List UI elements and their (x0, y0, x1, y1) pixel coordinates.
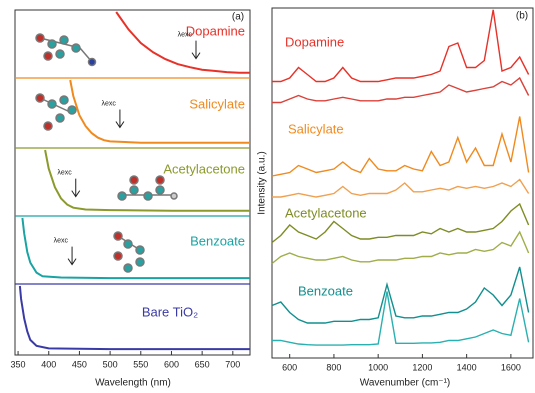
panel-a-title: (a) (232, 12, 244, 23)
series-label: Bare TiO₂ (142, 304, 198, 319)
molecule-icons (36, 34, 177, 272)
series-label: Acetylacetone (163, 161, 245, 176)
series-label: Benzoate (298, 283, 353, 298)
x-tick-label: 600 (164, 359, 179, 369)
excitation-label: λexc (178, 31, 193, 38)
x-tick-label: 400 (41, 359, 56, 369)
raman-spectrum (272, 180, 529, 198)
x-tick-label: 350 (11, 359, 26, 369)
excitation-label: λexc (57, 169, 72, 176)
x-axis-label: Wavenumber (cm⁻¹) (360, 378, 450, 389)
panel-b-title: (b) (516, 11, 528, 22)
x-tick-label: 550 (133, 359, 148, 369)
excitation-arrow (116, 110, 124, 128)
x-tick-label: 800 (326, 362, 341, 372)
series-label: Dopamine (285, 34, 344, 49)
figure: (a) (b) Wavelength (nm) Wavenumber (cm⁻¹… (0, 0, 535, 393)
absorption-curve (116, 12, 250, 73)
raman-spectrum (272, 292, 529, 346)
series-label: Salicylate (189, 96, 245, 111)
excitation-label: λexc (102, 100, 117, 107)
x-tick-label: 700 (225, 359, 240, 369)
y-axis-label: Intensity (a.u.) (257, 151, 268, 214)
x-tick-label: 1600 (501, 362, 521, 372)
excitation-arrow (72, 179, 80, 197)
raman-spectrum (272, 78, 529, 103)
series-label: Dopamine (186, 23, 245, 38)
excitation-label: λexc (54, 237, 69, 244)
x-tick-label: 1000 (368, 362, 388, 372)
x-tick-label: 600 (282, 362, 297, 372)
x-tick-label: 1400 (457, 362, 477, 372)
absorption-curve (20, 286, 250, 349)
series-label: Salicylate (288, 121, 344, 136)
x-axis-label: Wavelength (nm) (95, 378, 171, 389)
excitation-arrow (68, 247, 76, 265)
x-tick-label: 1200 (412, 362, 432, 372)
x-tick-label: 500 (103, 359, 118, 369)
series-label: Benzoate (190, 233, 245, 248)
x-tick-label: 650 (195, 359, 210, 369)
panel-b-frame (272, 8, 533, 358)
series-label: Acetylacetone (285, 205, 367, 220)
excitation-arrow (192, 41, 200, 59)
x-tick-label: 450 (72, 359, 87, 369)
